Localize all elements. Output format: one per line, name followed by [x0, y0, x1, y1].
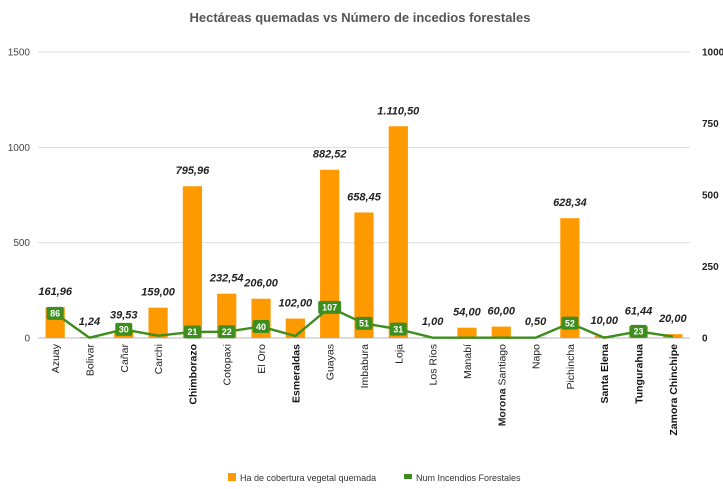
line-point-label: 23 [634, 327, 644, 337]
legend-label-bars: Ha de cobertura vegetal quemada [240, 473, 376, 483]
line-point-label: 86 [50, 309, 60, 319]
line-point-label-box [183, 325, 201, 339]
x-category-label: Morona Santiago [496, 344, 508, 426]
bar-data-label: 795,96 [176, 165, 211, 177]
line-point-label: 21 [187, 327, 197, 337]
bar [320, 169, 340, 338]
x-category-label: Manabí [462, 344, 474, 379]
x-category-label: Tungurahua [634, 344, 646, 404]
y-right-tick-label: 1000 [702, 48, 723, 59]
line-point-label: 22 [222, 327, 232, 337]
bar [148, 307, 168, 338]
bar-data-label: 232,54 [209, 273, 244, 285]
legend-label-line: Num Incendios Forestales [416, 473, 521, 483]
x-category-label: Chimborazo [187, 344, 199, 405]
x-category-label: Esmeraldas [290, 344, 302, 403]
bar [182, 186, 203, 338]
y-left-tick-label: 500 [13, 238, 30, 249]
x-category-label: El Oro [256, 344, 268, 374]
x-category-label-part: Santiago [496, 344, 508, 389]
bar-data-label: 10,00 [590, 315, 618, 327]
x-axis-categories: Azuay Bolivar Cañar Carchi Chimborazo Cotopax… [50, 343, 680, 435]
x-category-label: Carchi [153, 344, 165, 374]
bar-data-label: 60,00 [487, 306, 515, 318]
bar-data-label: 658,45 [347, 191, 382, 203]
x-category-label: Cañar [119, 344, 131, 373]
bar-data-label: 20,00 [658, 313, 687, 325]
bar-data-label: 206,00 [243, 278, 279, 290]
chart-title: Hectáreas quemadas vs Número de incedios… [189, 10, 530, 25]
bar-data-label: 882,52 [313, 149, 347, 161]
bar-data-label: 0,50 [525, 316, 547, 328]
line-point-label: 107 [322, 303, 337, 313]
y-axis-right: 0 250 500 750 1000 [702, 48, 723, 345]
x-category-label: Loja [393, 344, 405, 364]
line-point-label-box [318, 300, 342, 314]
bar [491, 326, 511, 338]
x-category-label: Zamora Chinchipe [668, 344, 680, 436]
x-category-label: Los Ríos [428, 344, 440, 385]
x-category-label: Cotopaxi [222, 344, 234, 385]
bar-data-label: 628,34 [553, 197, 587, 209]
bar [560, 218, 580, 338]
bar-data-label: 161,96 [38, 286, 73, 298]
bar-data-label: 39,53 [110, 309, 138, 321]
line-series: 86 30 21 22 40 107 51 31 52 23 [46, 300, 674, 339]
bar-series [45, 126, 683, 338]
y-left-tick-label: 1500 [8, 48, 31, 59]
line-point-label-box [115, 322, 133, 336]
bar-data-label: 102,00 [279, 298, 314, 310]
x-category-label: Imbabura [359, 344, 371, 389]
line-point-label: 31 [393, 324, 403, 334]
line-point-label-box [218, 325, 236, 339]
x-category-label: Azuay [50, 343, 62, 373]
line-point-label: 30 [119, 325, 129, 335]
bar-data-label: 1,24 [79, 316, 100, 328]
y-axis-left: 0 500 1000 1500 [8, 48, 31, 345]
bar-data-label: 54,00 [453, 307, 481, 319]
bar [457, 327, 477, 338]
line-point-label-box [252, 320, 270, 334]
x-category-label: Pichincha [565, 344, 577, 390]
bar [388, 126, 408, 338]
bar-data-label: 159,00 [141, 287, 176, 299]
y-right-tick-label: 250 [702, 262, 719, 273]
line-point-label: 51 [359, 319, 369, 329]
legend-swatch-bars [228, 473, 236, 481]
bar-data-label: 1,00 [422, 316, 444, 328]
line-point-label-box [355, 316, 373, 330]
y-right-tick-label: 0 [702, 334, 708, 345]
legend: Ha de cobertura vegetal quemada Num Incen… [228, 473, 521, 483]
x-category-label-part: Morona [496, 388, 508, 426]
bar [354, 212, 374, 338]
y-left-tick-label: 0 [24, 334, 30, 345]
line-point-label: 40 [256, 322, 266, 332]
y-right-tick-label: 750 [702, 119, 719, 130]
line-point-label: 52 [565, 318, 575, 328]
x-category-label: Santa Elena [599, 344, 611, 404]
x-category-label: Napo [531, 344, 543, 369]
x-category-label: Bolivar [84, 344, 96, 377]
legend-swatch-line [404, 474, 412, 479]
bar-data-label: 61,44 [625, 305, 653, 317]
x-category-label: Guayas [325, 344, 337, 380]
line-point-label-box [389, 322, 407, 336]
y-right-tick-label: 500 [702, 191, 719, 202]
bar-data-label: 1.110,50 [377, 105, 420, 117]
line-point-label-box [630, 324, 648, 338]
line-point-label-box [561, 316, 579, 330]
y-left-tick-label: 1000 [8, 143, 31, 154]
line-point-label-box [46, 306, 64, 320]
